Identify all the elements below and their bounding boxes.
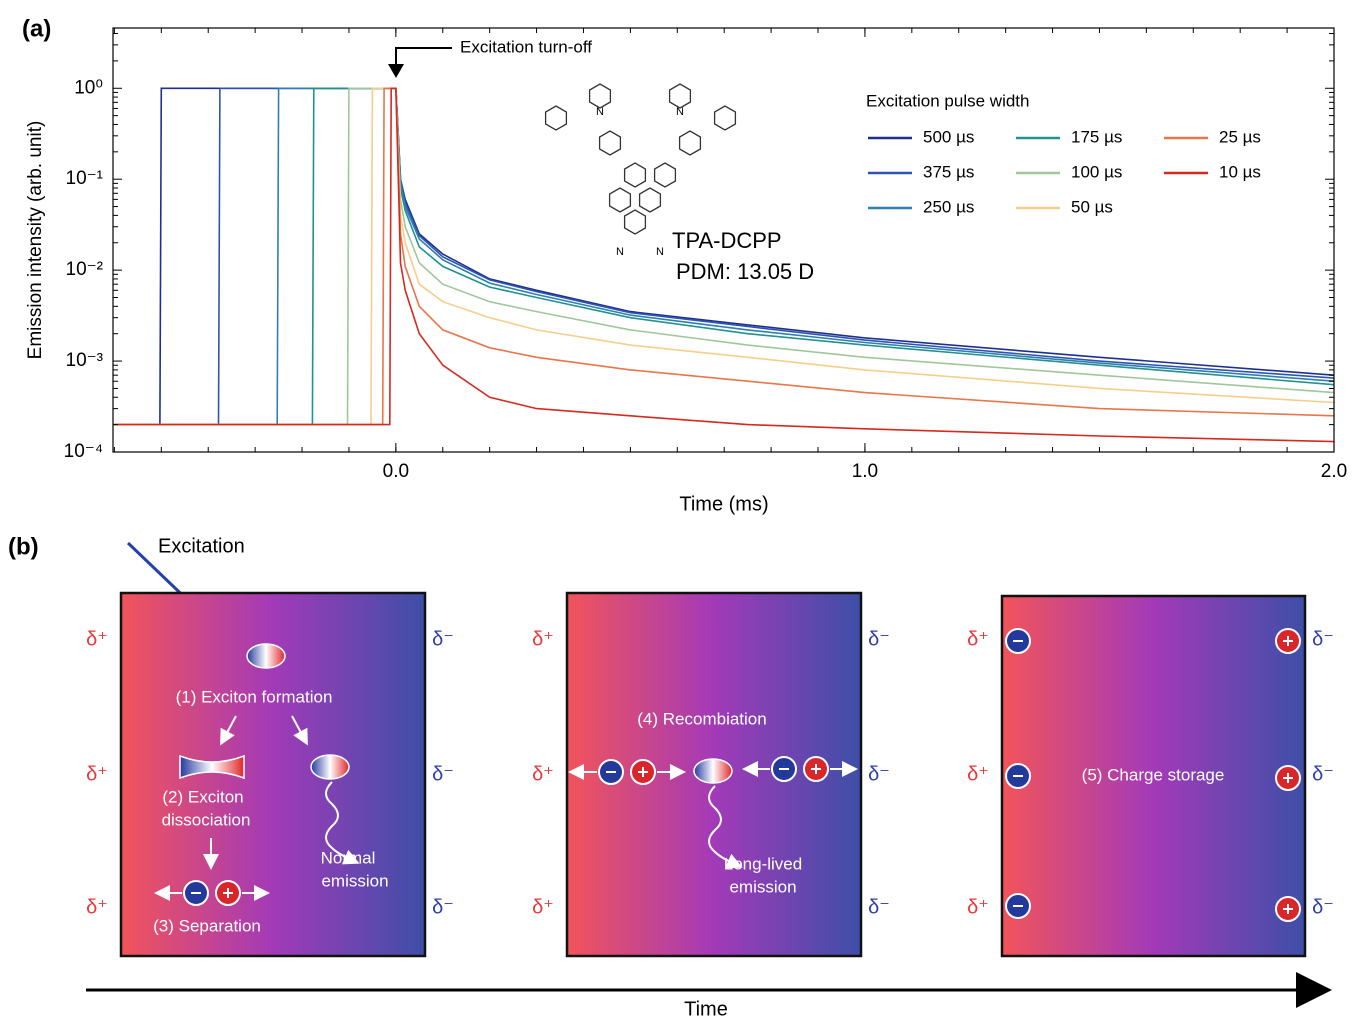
molecule-ring xyxy=(653,162,677,188)
legend-label: 250 µs xyxy=(923,197,974,216)
delta-minus: δ⁻ xyxy=(1312,896,1334,918)
molecule-ring xyxy=(623,162,647,188)
series-line xyxy=(114,87,1335,426)
molecule-ring xyxy=(678,130,702,156)
atom-label: N xyxy=(596,106,604,118)
delta-minus: δ⁻ xyxy=(432,628,454,650)
process-arrow xyxy=(291,715,308,746)
delta-minus: δ⁻ xyxy=(1312,628,1334,650)
series-line xyxy=(114,87,1335,426)
delta-minus: δ⁻ xyxy=(432,763,454,785)
diagram-text: Normal xyxy=(321,848,376,867)
delta-plus: δ⁺ xyxy=(86,763,108,785)
delta-minus: δ⁻ xyxy=(432,896,454,918)
diagram-text: (5) Charge storage xyxy=(1082,765,1225,784)
molecule-ring xyxy=(544,105,568,131)
exciton xyxy=(246,643,286,669)
y-tick-label: 10⁻⁴ xyxy=(64,441,103,462)
delta-plus: δ⁺ xyxy=(532,763,554,785)
molecule-ring xyxy=(588,83,612,109)
delta-plus: δ⁺ xyxy=(967,896,989,918)
diagram-text: dissociation xyxy=(162,810,251,829)
dissociating-exciton xyxy=(179,754,245,780)
delta-minus: δ⁻ xyxy=(868,896,890,918)
x-tick-label: 2.0 xyxy=(1321,461,1347,482)
molecule-ring xyxy=(638,187,662,213)
delta-minus: δ⁻ xyxy=(868,763,890,785)
dipole-moment: PDM: 13.05 D xyxy=(676,259,814,284)
legend-label: 175 µs xyxy=(1071,127,1122,146)
plot-frame xyxy=(112,27,1335,453)
delta-plus: δ⁺ xyxy=(532,896,554,918)
molecule-ring xyxy=(713,105,737,131)
delta-minus: δ⁻ xyxy=(868,628,890,650)
device-box xyxy=(1000,594,1307,958)
delta-plus: δ⁺ xyxy=(967,628,989,650)
atom-label: N xyxy=(656,246,664,258)
legend-label: 375 µs xyxy=(923,162,974,181)
legend-label: 50 µs xyxy=(1071,197,1113,216)
diagram-text: (1) Exciton formation xyxy=(176,687,333,706)
series-line xyxy=(114,87,1335,426)
diagram-text: (4) Recombiation xyxy=(637,709,766,728)
series-line xyxy=(114,87,1335,426)
y-tick-label: 10⁰ xyxy=(74,77,103,98)
diagram-text: (2) Exciton xyxy=(162,787,243,806)
annotation-arrow xyxy=(395,47,452,72)
exciton xyxy=(693,758,733,784)
diagram-text: (3) Separation xyxy=(153,916,261,935)
delta-plus: δ⁺ xyxy=(86,628,108,650)
y-tick-label: 10⁻³ xyxy=(66,350,104,371)
diagram-text: emission xyxy=(729,877,796,896)
panel-label: (b) xyxy=(8,533,39,560)
series-line xyxy=(114,87,1335,426)
delta-plus: δ⁺ xyxy=(967,763,989,785)
molecule-ring xyxy=(608,187,632,213)
delta-minus: δ⁻ xyxy=(1312,763,1334,785)
delta-plus: δ⁺ xyxy=(86,896,108,918)
atom-label: N xyxy=(616,246,624,258)
y-tick-label: 10⁻² xyxy=(66,259,104,280)
atom-label: N xyxy=(676,106,684,118)
y-axis-label: Emission intensity (arb. unit) xyxy=(25,121,46,360)
panel-a: (a) Time (ms) Emission intensity (arb. u… xyxy=(22,15,1347,515)
excitation-label: Excitation xyxy=(158,535,245,557)
emission-wave xyxy=(325,781,360,865)
x-axis-label: Time (ms) xyxy=(679,493,768,515)
process-arrow xyxy=(220,715,237,746)
diagram-text: Long-lived xyxy=(724,854,802,873)
molecule-ring xyxy=(598,130,622,156)
panel-label: (a) xyxy=(22,15,51,42)
legend-title: Excitation pulse width xyxy=(866,91,1029,110)
compound-name: TPA-DCPP xyxy=(672,228,782,253)
exciton xyxy=(310,754,350,780)
panel-b: (b) Excitation Time δ⁺ δ⁻ δ⁺ δ⁻ δ⁺ δ⁻ δ⁺ δ⁻ δ⁺ δ⁻… xyxy=(8,533,1334,1020)
molecule-ring xyxy=(623,209,647,235)
molecule-ring xyxy=(668,83,692,109)
delta-plus: δ⁺ xyxy=(532,628,554,650)
emission-wave xyxy=(708,785,743,869)
arrow-head xyxy=(388,64,404,78)
series-line xyxy=(114,87,1335,426)
time-label: Time xyxy=(684,998,728,1019)
legend-label: 100 µs xyxy=(1071,162,1122,181)
diagram-text: emission xyxy=(321,871,388,890)
series-line xyxy=(114,87,1335,426)
series-line xyxy=(114,87,1335,443)
y-tick-label: 10⁻¹ xyxy=(66,168,104,189)
legend-label: 25 µs xyxy=(1219,127,1261,146)
x-tick-label: 1.0 xyxy=(852,461,878,482)
legend-label: 500 µs xyxy=(923,127,974,146)
x-tick-label: 0.0 xyxy=(383,461,409,482)
annotation: Excitation turn-off xyxy=(460,37,592,56)
legend-label: 10 µs xyxy=(1219,162,1261,181)
